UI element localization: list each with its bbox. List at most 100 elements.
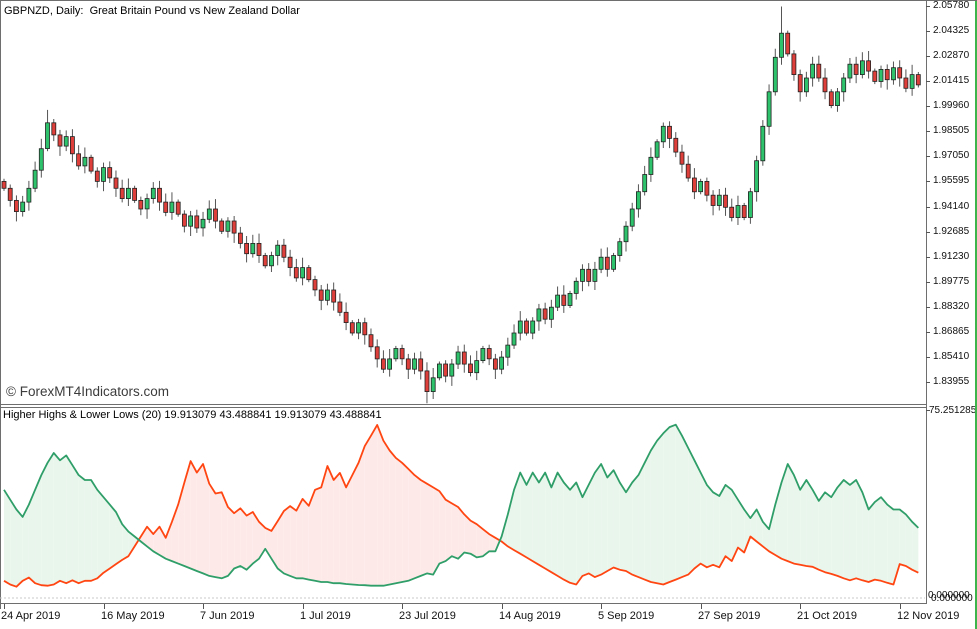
candle-down [884, 64, 890, 90]
pane-separator[interactable] [0, 407, 927, 408]
candle-down [287, 249, 293, 277]
indicator-fill-segment [184, 461, 191, 569]
indicator-fill-segment [588, 472, 595, 578]
indicator-fill-segment [395, 457, 403, 584]
candle-up [275, 240, 281, 266]
indicator-axis[interactable]: 75.251285 0.000000 0.000000 [926, 405, 977, 604]
indicator-fill-segment [240, 508, 247, 570]
candle-down [424, 362, 430, 404]
candle-up [617, 237, 623, 262]
candle-up [517, 311, 523, 341]
candle-up [474, 350, 480, 381]
candle-up [38, 138, 44, 178]
candle-up [735, 195, 741, 225]
indicator-fill-segment [10, 499, 17, 587]
indicator-fill-segment [22, 504, 29, 581]
time-axis-label: 16 May 2019 [101, 610, 165, 622]
price-axis-label: 1.94140 [933, 201, 970, 212]
candle-up [654, 139, 660, 160]
indicator-fill-segment [196, 464, 204, 574]
chart-title: GBPNZD, Daily: Great Britain Pound vs Ne… [4, 5, 300, 17]
candle-down [667, 121, 672, 149]
watermark: © ForexMT4Indicators.com [6, 384, 169, 399]
main-chart-pane[interactable] [0, 1, 927, 405]
time-axis-tick [4, 604, 5, 609]
candle-down [542, 302, 548, 325]
candle-up [660, 122, 666, 148]
indicator-fill-segment [482, 529, 490, 557]
candle-up [206, 200, 212, 224]
candle-down [816, 55, 822, 82]
indicator-fill-segment [843, 480, 850, 581]
candle-down [791, 50, 797, 81]
candle-down [853, 56, 859, 84]
indicator-fill-segment [333, 472, 340, 584]
candle-up [648, 147, 654, 182]
candle-up [45, 109, 50, 152]
indicator-fill-segment [626, 482, 633, 575]
indicator-fill-segment [545, 472, 552, 573]
price-axis-label: 1.83955 [933, 376, 970, 387]
candle-down [293, 258, 299, 282]
indicator-fill-segment [115, 512, 123, 565]
candle-up [412, 352, 417, 375]
candle-down [461, 344, 467, 373]
candle-up [250, 234, 256, 258]
candle-down [119, 179, 125, 203]
candle-up [804, 71, 809, 97]
indicator-fill-segment [327, 466, 334, 584]
time-axis-label: 27 Sep 2019 [698, 610, 761, 622]
time-axis-tick [203, 604, 204, 609]
candle-up [150, 182, 156, 204]
price-axis-label: 1.97050 [933, 150, 970, 161]
indicator-fill-segment [140, 526, 148, 547]
candle-down [604, 247, 610, 277]
indicator-fill-segment [451, 503, 459, 559]
indicator-fill-segment [737, 499, 745, 553]
indicator-chart[interactable] [0, 405, 927, 603]
candle-up [449, 359, 455, 386]
indicator-fill-segment [613, 470, 620, 570]
indicator-fill-segment [290, 506, 297, 579]
indicator-fill-segment [128, 531, 135, 557]
candle-up [63, 130, 69, 152]
candle-up [754, 155, 759, 202]
time-axis[interactable]: 24 Apr 2019 16 May 2019 7 Jun 2019 1 Jul 20… [0, 604, 977, 629]
time-axis-label: 24 Apr 2019 [1, 610, 61, 622]
candle-down [443, 360, 449, 383]
candle-down [468, 355, 473, 377]
candle-down [88, 154, 94, 174]
indicator-fill-segment [458, 507, 465, 559]
indicator-fill-segment [644, 450, 651, 582]
candle-down [785, 30, 791, 57]
price-axis[interactable]: 2.05780 2.04325 2.02870 2.01415 1.99960 1.985… [926, 1, 977, 405]
price-axis-tick [926, 6, 930, 7]
time-axis-label: 21 Oct 2019 [797, 610, 857, 622]
indicator-fill-segment [16, 509, 23, 587]
price-axis-tick [926, 106, 930, 107]
indicator-fill-segment [377, 424, 384, 586]
candlestick-chart[interactable] [0, 1, 927, 405]
indicator-fill-segment [675, 424, 682, 580]
indicator-fill-segment [818, 492, 826, 573]
indicator-fill-segment [812, 489, 819, 570]
candle-up [623, 221, 629, 252]
candle-up [169, 192, 175, 220]
candle-up [611, 252, 616, 272]
candle-up [32, 161, 38, 193]
candle-down [872, 68, 878, 85]
indicator-pane[interactable] [0, 405, 927, 603]
candle-down [903, 69, 909, 93]
price-axis-label: 1.92685 [933, 226, 970, 237]
candle-up [20, 195, 26, 217]
candle-down [524, 318, 529, 336]
indicator-fill-segment [28, 489, 36, 584]
indicator-fill-segment [234, 508, 241, 569]
indicator-fill-segment [277, 511, 284, 574]
candle-up [748, 187, 753, 224]
candle-down [76, 145, 81, 170]
time-axis-tick [104, 604, 105, 609]
candle-up [499, 350, 505, 375]
candle-up [536, 303, 542, 331]
indicator-fill-segment [862, 492, 869, 582]
